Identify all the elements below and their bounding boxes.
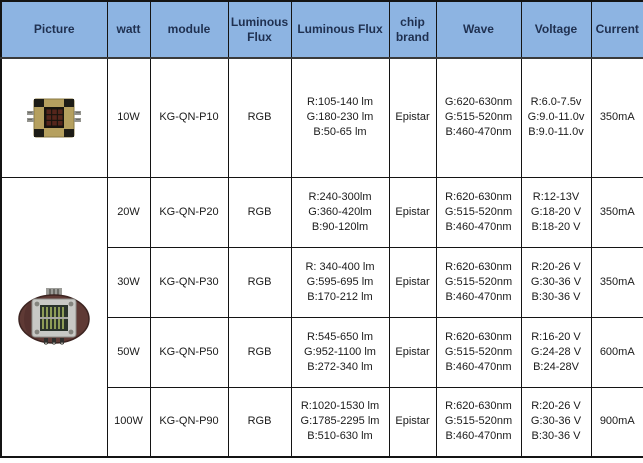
cell-module: KG-QN-P30 xyxy=(149,246,229,318)
cell-chip-brand: Epistar xyxy=(388,386,437,458)
cell-luminous-flux: R:545-650 lm G:952-1100 lm B:272-340 lm xyxy=(290,316,390,388)
cell-luminous-flux-type: RGB xyxy=(227,176,292,248)
cell-chip-brand: Epistar xyxy=(388,246,437,318)
cell-luminous-flux: R:105-140 lm G:180-230 lm B:50-65 lm xyxy=(290,57,390,178)
cell-luminous-flux: R: 340-400 lm G:595-695 lm B:170-212 lm xyxy=(290,246,390,318)
led-cob-high-power-icon xyxy=(18,287,90,345)
cell-wave: R:620-630nm G:515-520nm B:460-470nm xyxy=(435,316,522,388)
header-luminous-flux-type: Luminous Flux xyxy=(227,0,292,59)
cell-current: 350mA xyxy=(590,246,643,318)
led-module-small-image xyxy=(4,96,105,140)
cell-voltage: R:20-26 V G:30-36 V B:30-36 V xyxy=(520,386,592,458)
cell-luminous-flux-type: RGB xyxy=(227,386,292,458)
cell-picture-10w xyxy=(0,57,108,178)
cell-luminous-flux-type: RGB xyxy=(227,57,292,178)
cell-picture-merged xyxy=(0,176,108,458)
cell-current: 600mA xyxy=(590,316,643,388)
cell-luminous-flux: R:1020-1530 lm G:1785-2295 lm B:510-630 … xyxy=(290,386,390,458)
header-luminous-flux: Luminous Flux xyxy=(290,0,390,59)
cell-current: 350mA xyxy=(590,57,643,178)
cell-wave: G:620-630nm G:515-520nm B:460-470nm xyxy=(435,57,522,178)
cell-chip-brand: Epistar xyxy=(388,176,437,248)
table-row-100w: 100W KG-QN-P90 RGB R:1020-1530 lm G:1785… xyxy=(1,386,643,458)
header-current: Current xyxy=(590,0,643,59)
cell-watt: 50W xyxy=(106,316,151,388)
led-module-large-image xyxy=(4,287,105,346)
cell-voltage: R:12-13V G:18-20 V B:18-20 V xyxy=(520,176,592,248)
cell-watt: 100W xyxy=(106,386,151,458)
header-voltage: Voltage xyxy=(520,0,592,59)
led-cob-10w-icon xyxy=(27,98,82,138)
header-wave: Wave xyxy=(435,0,522,59)
cell-module: KG-QN-P90 xyxy=(149,386,229,458)
header-row: Picture watt module Luminous Flux Lumino… xyxy=(0,0,643,59)
header-watt: watt xyxy=(106,0,151,59)
cell-wave: R:620-630nm G:515-520nm B:460-470nm xyxy=(435,246,522,318)
cell-voltage: R:16-20 V G:24-28 V B:24-28V xyxy=(520,316,592,388)
table-row-50w: 50W KG-QN-P50 RGB R:545-650 lm G:952-110… xyxy=(1,316,643,388)
cell-chip-brand: Epistar xyxy=(388,57,437,178)
cell-watt: 30W xyxy=(106,246,151,318)
cell-watt: 20W xyxy=(106,176,151,248)
cell-module: KG-QN-P50 xyxy=(149,316,229,388)
cell-chip-brand: Epistar xyxy=(388,316,437,388)
cell-module: KG-QN-P10 xyxy=(149,57,229,178)
cell-luminous-flux-type: RGB xyxy=(227,246,292,318)
header-chip-brand: chip brand xyxy=(388,0,437,59)
table-row-10w: 10W KG-QN-P10 RGB R:105-140 lm G:180-230… xyxy=(0,57,643,178)
cell-current: 900mA xyxy=(590,386,643,458)
table-row-20w: 20W KG-QN-P20 RGB R:240-300lm G:360-420l… xyxy=(0,176,643,458)
cell-voltage: R:6.0-7.5v G:9.0-11.0v B:9.0-11.0v xyxy=(520,57,592,178)
cell-module: KG-QN-P20 xyxy=(149,176,229,248)
cell-current: 350mA xyxy=(590,176,643,248)
cell-luminous-flux: R:240-300lm G:360-420lm B:90-120lm xyxy=(290,176,390,248)
header-picture: Picture xyxy=(0,0,108,59)
cell-wave: R:620-630nm G:515-520nm B:460-470nm xyxy=(435,386,522,458)
cell-watt: 10W xyxy=(106,57,151,178)
cell-voltage: R:20-26 V G:30-36 V B:30-36 V xyxy=(520,246,592,318)
cell-luminous-flux-type: RGB xyxy=(227,316,292,388)
cell-wave: R:620-630nm G:515-520nm B:460-470nm xyxy=(435,176,522,248)
header-module: module xyxy=(149,0,229,59)
